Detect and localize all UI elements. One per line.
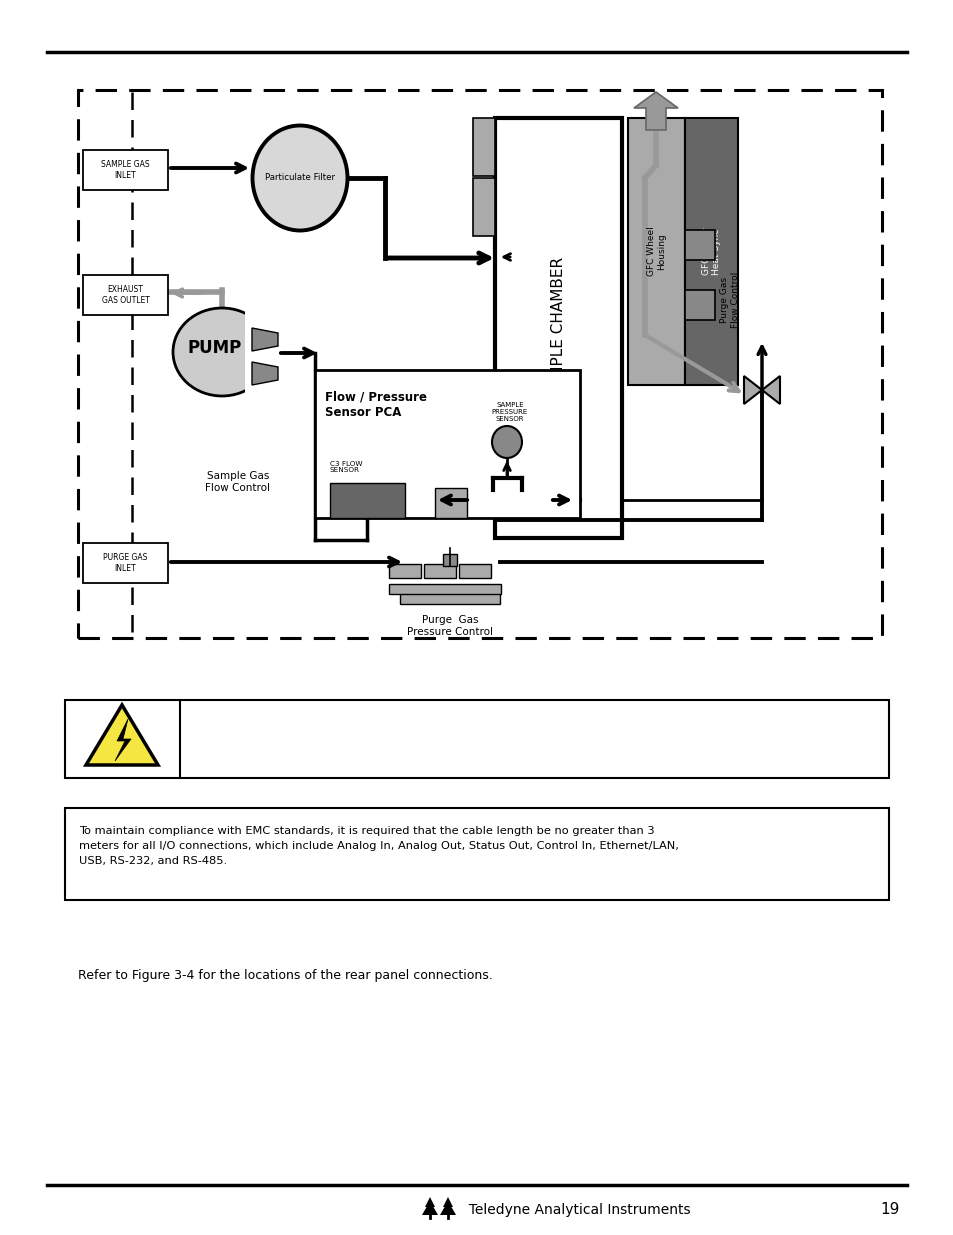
Ellipse shape [492,426,521,458]
Bar [314,370,579,517]
Text: SAMPLE GAS
INLET: SAMPLE GAS INLET [101,161,150,180]
Bar [684,290,714,320]
Bar [495,119,621,538]
Text: SAMPLE
PRESSURE
SENSOR: SAMPLE PRESSURE SENSOR [492,403,528,422]
Bar [65,808,888,900]
Text: Refer to Figure 3-4 for the locations of the rear panel connections.: Refer to Figure 3-4 for the locations of… [78,968,493,982]
Bar [83,275,168,315]
Text: Flow / Pressure
Sensor PCA: Flow / Pressure Sensor PCA [325,391,427,419]
Text: 19: 19 [880,1203,899,1218]
Text: Teledyne Analytical Instruments: Teledyne Analytical Instruments [459,1203,690,1216]
Ellipse shape [172,308,271,396]
Polygon shape [421,1200,437,1215]
Polygon shape [424,1197,435,1207]
Text: Purge Gas
Flow Control: Purge Gas Flow Control [720,272,739,329]
Bar [473,119,495,177]
Bar [684,119,738,385]
Polygon shape [442,1197,453,1207]
Bar [83,149,168,190]
Bar [442,555,456,566]
Text: Purge  Gas
Pressure Control: Purge Gas Pressure Control [407,615,493,637]
Polygon shape [252,329,277,351]
Bar [458,564,491,578]
Bar [389,584,500,594]
Bar [399,592,499,604]
Text: PURGE GAS
INLET: PURGE GAS INLET [103,553,148,573]
Text: PUMP: PUMP [188,338,242,357]
Polygon shape [86,705,158,764]
Bar [330,483,405,517]
Ellipse shape [253,126,347,231]
Polygon shape [252,362,277,385]
Bar [389,564,420,578]
Bar [83,543,168,583]
Bar [423,564,456,578]
Bar [473,178,495,236]
Polygon shape [743,375,780,404]
Polygon shape [115,719,131,761]
Polygon shape [634,91,678,130]
Bar [684,230,714,261]
Bar [78,90,882,638]
Text: EXHAUST
GAS OUTLET: EXHAUST GAS OUTLET [101,285,150,305]
Polygon shape [439,1200,456,1215]
Text: C3 FLOW
SENSOR: C3 FLOW SENSOR [330,461,362,473]
Text: GFC Motor
Heat Sync: GFC Motor Heat Sync [701,227,720,275]
Text: Sample Gas
Flow Control: Sample Gas Flow Control [205,472,271,493]
Text: SAMPLE CHAMBER: SAMPLE CHAMBER [551,257,565,399]
Text: Particulate Filter: Particulate Filter [265,173,335,183]
Bar [435,488,467,517]
Text: GFC Wheel
Housing: GFC Wheel Housing [646,227,665,277]
Bar [245,305,274,395]
Bar [65,700,888,778]
Text: To maintain compliance with EMC standards, it is required that the cable length : To maintain compliance with EMC standard… [79,826,679,866]
Bar [627,119,684,385]
